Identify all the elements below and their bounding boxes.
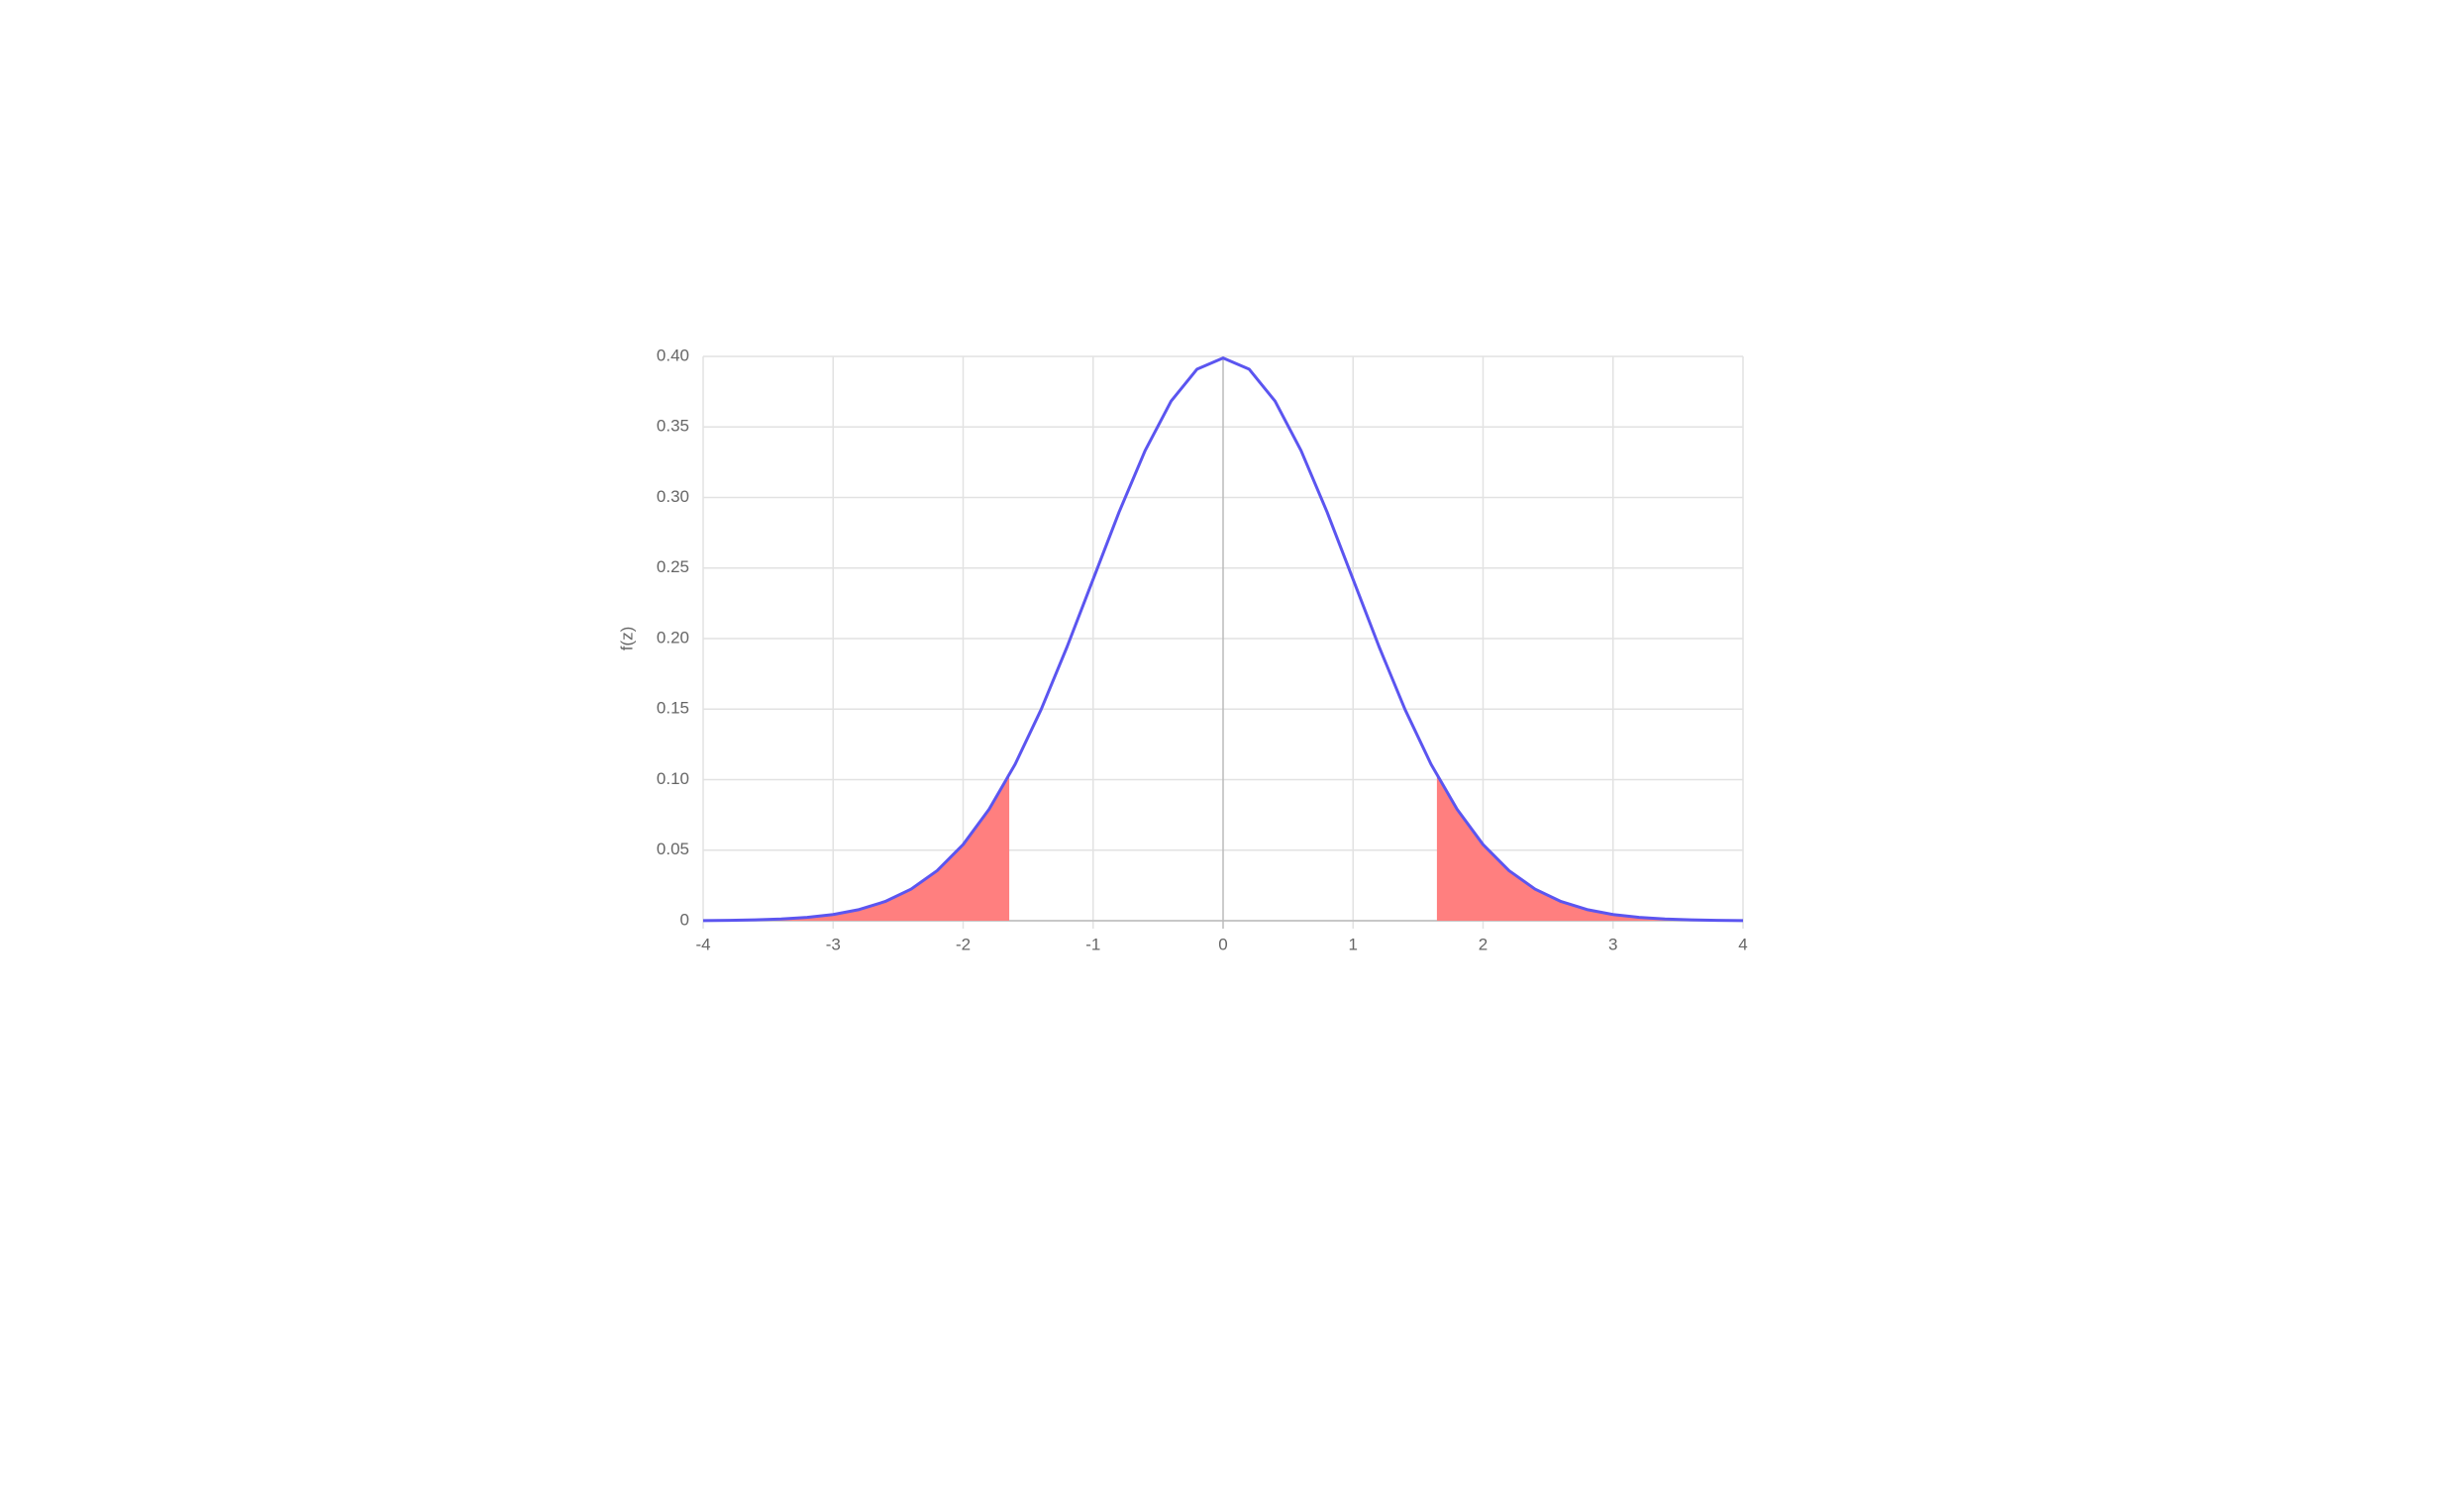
x-tick-label: -2	[956, 935, 971, 953]
y-tick-label: 0.15	[657, 699, 689, 718]
y-tick-label: 0	[680, 910, 689, 929]
x-tick-label: 4	[1738, 935, 1747, 953]
area	[1436, 775, 1743, 921]
x-tick-label: 2	[1479, 935, 1488, 953]
y-tick-label: 0.20	[657, 628, 689, 646]
x-tick-label: -3	[826, 935, 841, 953]
x-tick-label: -4	[695, 935, 710, 953]
y-tick-label: 0.40	[657, 346, 689, 364]
y-tick-label: 0.30	[657, 487, 689, 506]
y-tick-label: 0.10	[657, 769, 689, 788]
y-axis-label: f(z)	[617, 627, 636, 651]
x-tick-label: 0	[1218, 935, 1227, 953]
line	[702, 356, 1744, 923]
x-tick-label: 3	[1608, 935, 1617, 953]
y-tick-label: 0.05	[657, 840, 689, 858]
x-tick-label: -1	[1085, 935, 1100, 953]
x-tick-label: 1	[1349, 935, 1358, 953]
y-tick-label: 0.35	[657, 417, 689, 436]
y-tick-label: 0.25	[657, 557, 689, 576]
area	[703, 775, 1010, 921]
